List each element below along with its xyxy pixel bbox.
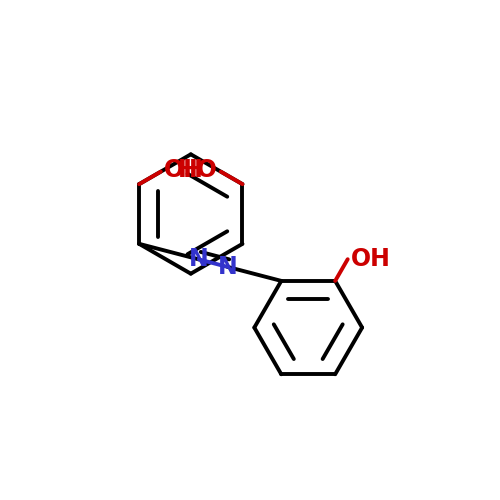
- Text: HO: HO: [178, 158, 218, 182]
- Text: N: N: [218, 255, 237, 279]
- Text: OH: OH: [351, 247, 391, 271]
- Text: OH: OH: [164, 158, 203, 182]
- Text: N: N: [189, 248, 208, 272]
